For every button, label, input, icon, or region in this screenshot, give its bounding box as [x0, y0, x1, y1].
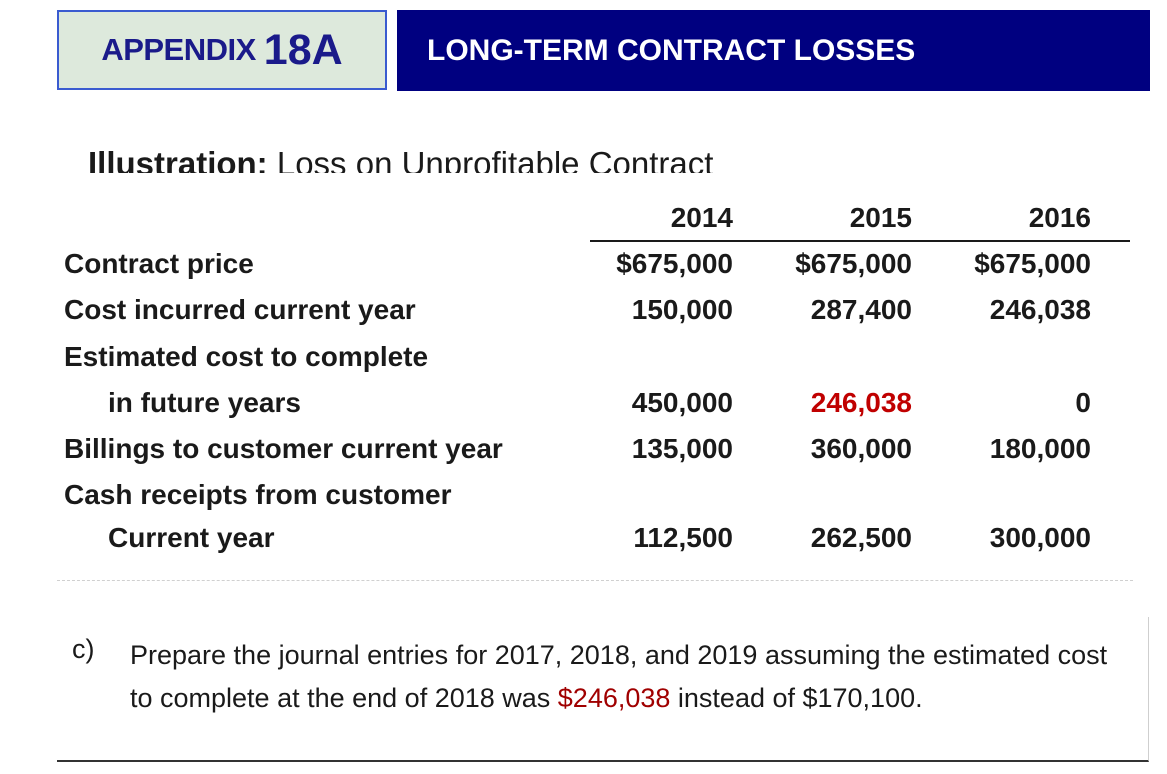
- row-label-cash-receipts: Cash receipts from customer: [64, 479, 452, 510]
- cell-contract-price-2015: $675,000: [795, 248, 912, 279]
- row-label-current-year: Current year: [108, 522, 275, 553]
- page-title: LONG-TERM CONTRACT LOSSES: [427, 33, 916, 67]
- cell-cash-current-2015: 262,500: [810, 522, 912, 553]
- row-label-future-years: in future years: [108, 387, 301, 418]
- cell-cash-current-2014: 112,500: [633, 522, 733, 553]
- question-box: [57, 617, 1149, 762]
- illustration-label: Illustration:: [88, 145, 268, 173]
- cell-future-years-2014: 450,000: [631, 387, 733, 418]
- question-highlight-amount: $246,038: [557, 683, 671, 713]
- question-text-end: instead of $170,100.: [670, 683, 923, 713]
- cell-future-years-2016: 0: [1075, 387, 1091, 418]
- question-letter: c): [72, 634, 95, 664]
- cell-future-years-2015: 246,038: [810, 387, 912, 418]
- cell-billings-2016: 180,000: [989, 433, 1091, 464]
- cell-contract-price-2016: $675,000: [974, 248, 1091, 279]
- header-underline: [590, 240, 1130, 242]
- row-label-billings: Billings to customer current year: [64, 433, 503, 464]
- cell-cost-incurred-2016: 246,038: [989, 294, 1091, 325]
- illustration-heading: Illustration: Loss on Unprofitable Contr…: [88, 139, 713, 173]
- question-text-start: Prepare the journal entries for 2017, 20…: [130, 640, 1108, 713]
- year-header-2015: 2015: [849, 202, 912, 233]
- cell-cost-incurred-2014: 150,000: [631, 294, 733, 325]
- question-text: Prepare the journal entries for 2017, 20…: [130, 634, 1130, 720]
- cell-cost-incurred-2015: 287,400: [810, 294, 912, 325]
- appendix-badge: APPENDIX 18A: [57, 10, 387, 90]
- appendix-label: APPENDIX: [101, 32, 256, 67]
- cell-billings-2014: 135,000: [631, 433, 733, 464]
- title-banner: LONG-TERM CONTRACT LOSSES: [397, 10, 1150, 91]
- year-header-2016: 2016: [1028, 202, 1091, 233]
- appendix-number: 18A: [263, 25, 343, 74]
- cell-cash-current-2016: 300,000: [989, 522, 1091, 553]
- year-header-2014: 2014: [670, 202, 733, 233]
- cell-billings-2015: 360,000: [810, 433, 912, 464]
- cell-contract-price-2014: $675,000: [616, 248, 733, 279]
- row-label-cost-incurred: Cost incurred current year: [64, 294, 416, 325]
- illustration-title: Loss on Unprofitable Contract: [276, 145, 714, 173]
- section-divider: [57, 580, 1133, 581]
- row-label-contract-price: Contract price: [64, 248, 254, 279]
- row-label-estimated-cost: Estimated cost to complete: [64, 341, 429, 372]
